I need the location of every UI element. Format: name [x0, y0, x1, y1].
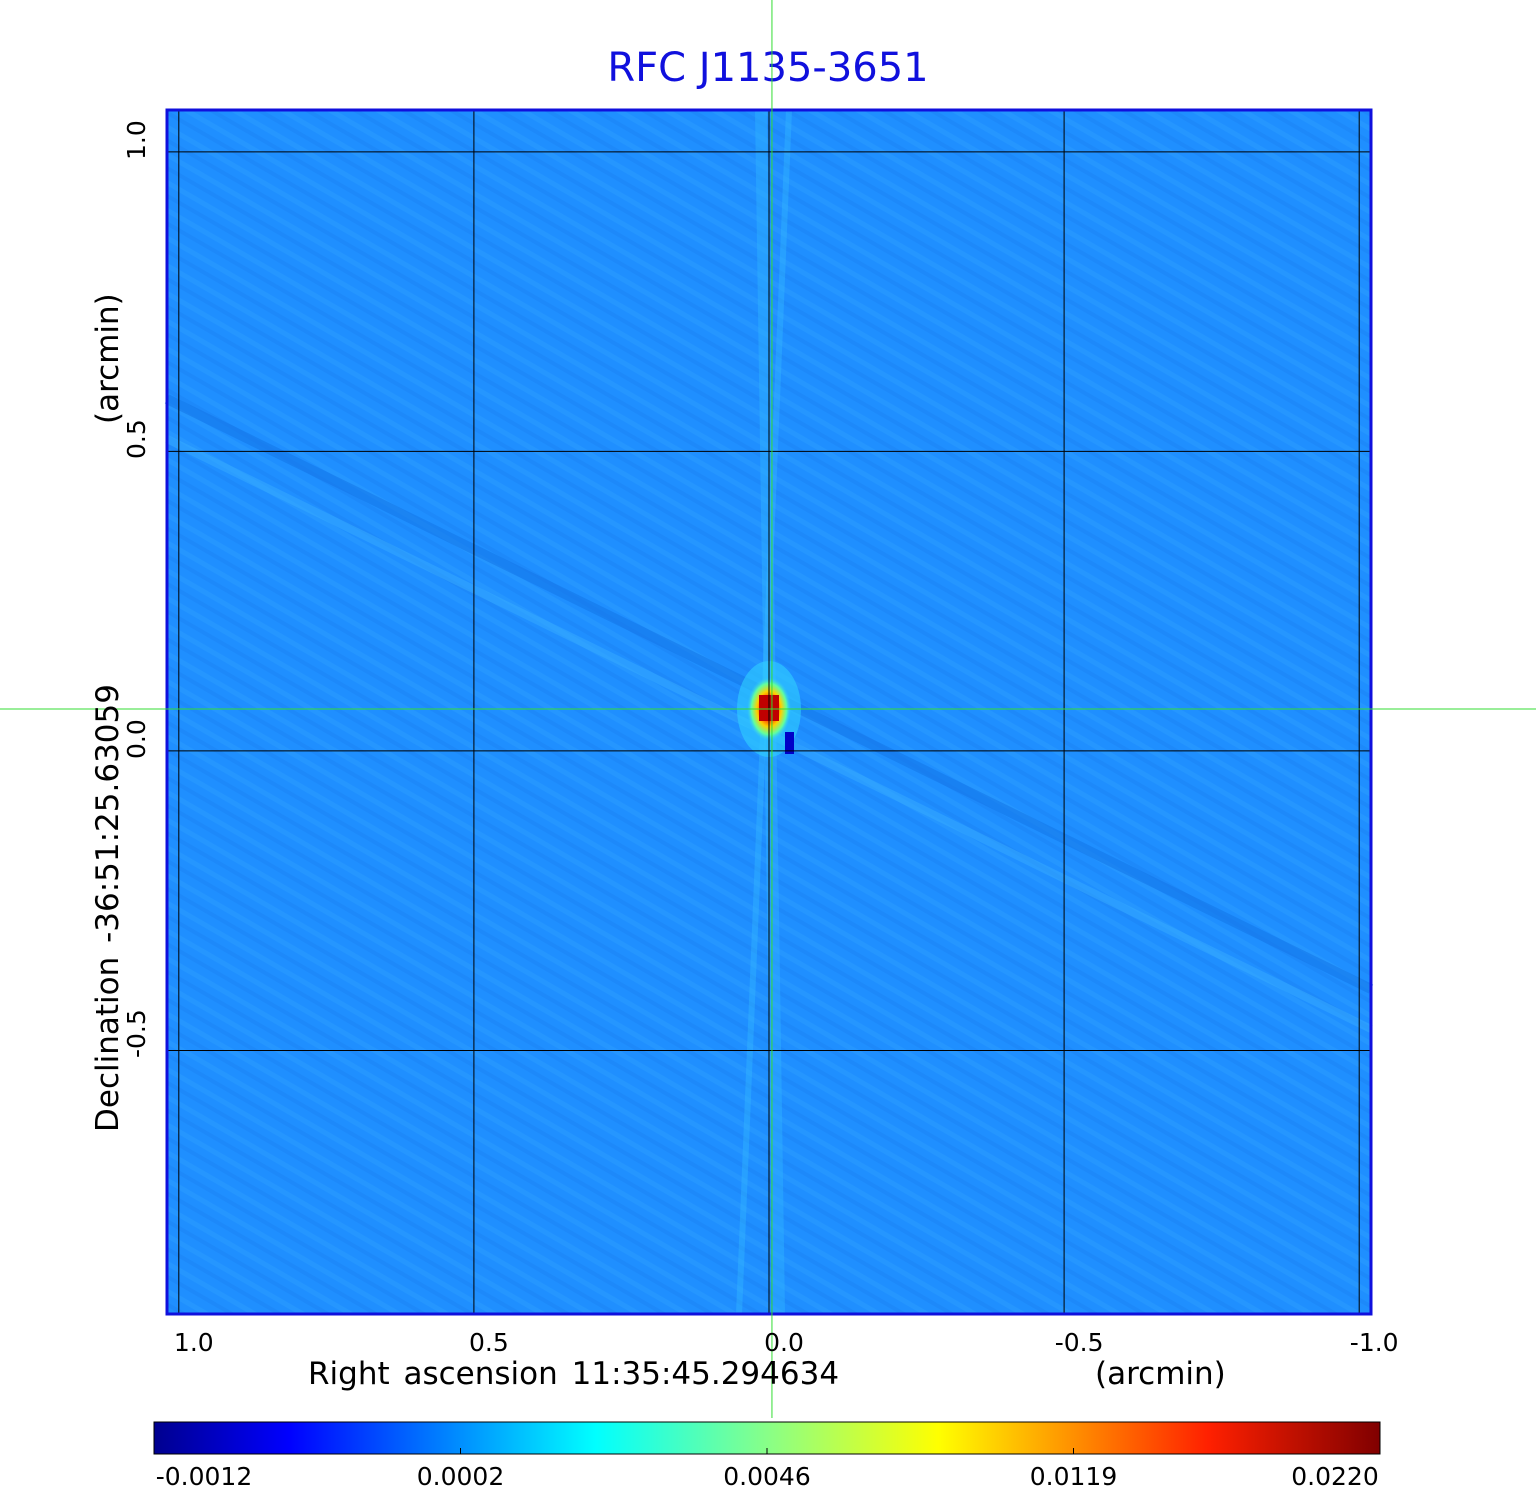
x-tick-label: 0.0	[764, 1328, 804, 1357]
colorbar-tick-label: 0.0046	[723, 1462, 811, 1491]
y-axis-label: Declination -36:51:25.63059	[90, 684, 126, 1132]
x-axis-label: Right ascension 11:35:45.294634	[308, 1356, 840, 1392]
y-axis-unit: (arcmin)	[90, 293, 126, 424]
chart-title: RFC J1135-3651	[607, 45, 929, 91]
colorbar-tick-label: -0.0012	[155, 1462, 253, 1491]
negative-pixel	[785, 732, 794, 755]
x-tick-label: 0.5	[469, 1328, 509, 1357]
x-axis-unit: (arcmin)	[1095, 1356, 1226, 1392]
x-tick-label: -1.0	[1349, 1328, 1399, 1357]
x-tick-label: 1.0	[173, 1328, 214, 1357]
x-tick-label: -0.5	[1054, 1328, 1104, 1357]
colorbar-tick-label: 0.0002	[416, 1462, 505, 1491]
colorbar-tick-label: 0.0119	[1029, 1462, 1118, 1491]
plot-frame	[165, 108, 1373, 1316]
y-tick-label: 0.5	[122, 419, 151, 460]
colorbar-tick-label: 0.0220	[1291, 1462, 1379, 1491]
y-tick-label: 1.0	[122, 120, 151, 160]
y-tick-label: -0.5	[122, 1009, 151, 1059]
y-tick-label: 0.0	[122, 719, 151, 759]
